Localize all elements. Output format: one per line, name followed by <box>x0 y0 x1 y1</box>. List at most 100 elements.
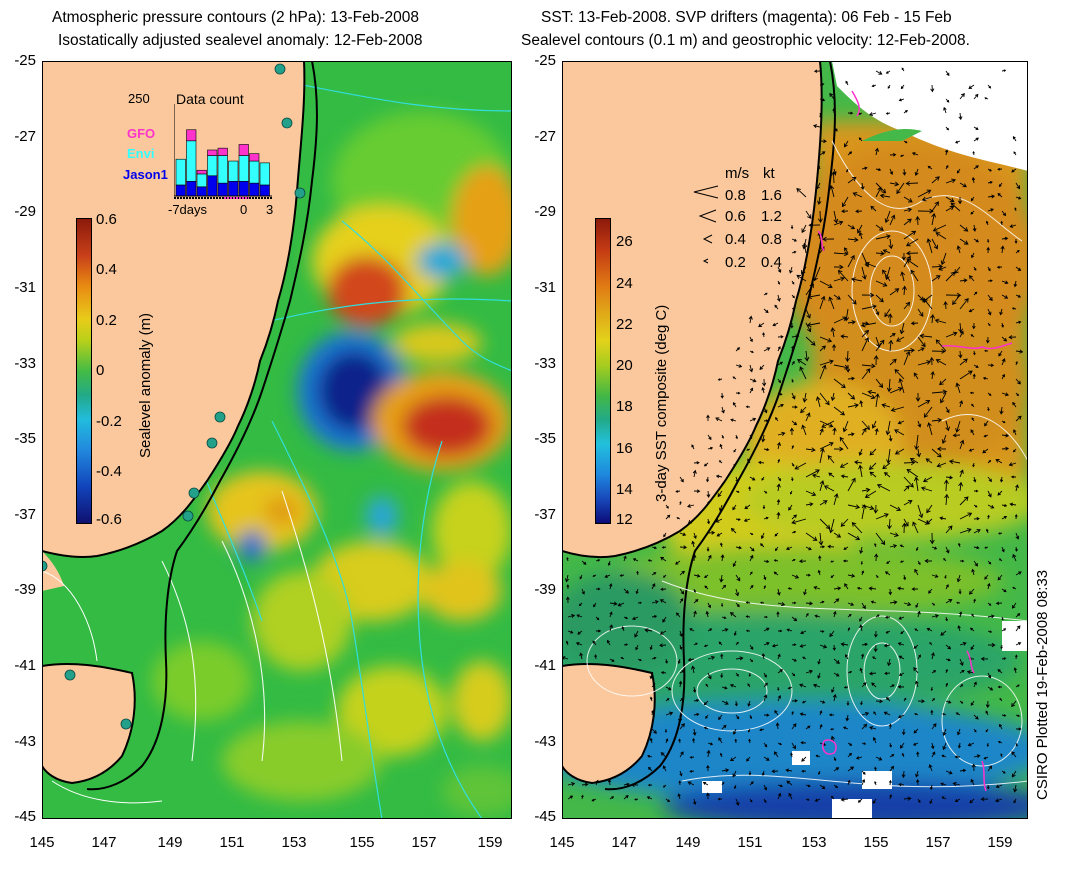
velocity-arrow <box>868 112 877 117</box>
velocity-arrow <box>790 322 794 329</box>
velocity-arrow <box>703 700 709 706</box>
right-title-line2: Sealevel contours (0.1 m) and geostrophi… <box>521 32 970 49</box>
velocity-arrow <box>689 756 695 759</box>
velocity-arrow <box>791 574 800 579</box>
velocity-arrow <box>763 756 770 761</box>
velocity-arrow <box>777 694 782 702</box>
velocity-arrow <box>609 601 618 606</box>
velocity-arrow <box>875 614 880 618</box>
velocity-arrow <box>607 778 612 786</box>
velocity-arrow <box>577 630 583 635</box>
velocity-arrow <box>882 269 891 282</box>
data-count-bar-envi <box>207 155 218 177</box>
velocity-arrow <box>987 514 990 520</box>
velocity-arrow <box>776 483 781 492</box>
velocity-arrow <box>833 406 845 416</box>
data-count-bar-envi <box>228 160 239 182</box>
velocity-arrow <box>973 529 981 534</box>
velocity-arrow <box>875 308 880 316</box>
velocity-arrow <box>777 378 781 384</box>
velocity-arrow <box>703 644 709 648</box>
velocity-arrow <box>833 126 838 132</box>
data-count-bar-envi <box>196 173 207 188</box>
velocity-arrow <box>910 321 919 326</box>
velocity-arrow <box>735 602 740 608</box>
velocity-arrow <box>791 420 798 426</box>
velocity-arrow <box>715 417 723 422</box>
velocity-arrow <box>785 768 793 773</box>
velocity-arrow <box>959 768 967 773</box>
velocity-arrow <box>889 387 903 394</box>
data-count-bar-jason1 <box>207 175 218 197</box>
velocity-arrow <box>651 583 656 590</box>
velocity-arrow <box>889 684 895 688</box>
data-count-bar-gfo <box>186 129 197 142</box>
velocity-arrow <box>763 627 770 632</box>
velocity-arrow <box>687 781 695 786</box>
velocity-arrow <box>706 792 710 800</box>
velocity-arrow <box>971 763 976 772</box>
velocity-arrow <box>749 476 756 481</box>
velocity-arrow <box>884 615 891 619</box>
velocity-arrow <box>832 427 837 436</box>
velocity-arrow <box>647 559 653 562</box>
velocity-arrow <box>791 250 797 254</box>
data-count-bar-envi <box>238 155 249 182</box>
velocity-arrow <box>983 434 989 438</box>
velocity-arrow <box>1015 415 1022 422</box>
velocity-arrow <box>692 737 696 744</box>
velocity-arrow <box>651 614 658 618</box>
velocity-arrow <box>941 796 947 800</box>
velocity-arrow <box>717 797 723 801</box>
velocity-arrow <box>917 798 921 804</box>
velocity-arrow <box>647 766 653 772</box>
velocity-arrow <box>884 210 891 224</box>
velocity-arrow <box>942 728 947 736</box>
velocity-arrow <box>662 784 667 788</box>
velocity-arrow <box>859 616 863 622</box>
velocity-arrow <box>763 784 768 791</box>
velocity-arrow <box>924 558 933 564</box>
velocity-arrow <box>887 518 892 530</box>
velocity-arrow <box>889 504 902 511</box>
velocity-arrow <box>772 322 779 327</box>
velocity-arrow <box>1013 798 1017 804</box>
velocity-arrow <box>745 601 751 604</box>
velocity-arrow <box>986 742 990 748</box>
velocity-arrow <box>732 728 737 735</box>
velocity-arrow <box>971 403 975 408</box>
velocity-arrow <box>819 710 823 716</box>
velocity-arrow <box>771 769 779 774</box>
velocity-arrow <box>679 644 683 650</box>
velocity-arrow <box>805 469 820 478</box>
velocity-arrow <box>841 196 849 208</box>
velocity-arrow <box>786 780 793 786</box>
velocity-arrow <box>819 630 825 633</box>
velocity-arrow <box>917 189 932 198</box>
velocity-arrow <box>857 798 863 803</box>
velocity-arrow <box>998 350 1003 357</box>
velocity-arrow <box>888 434 893 442</box>
velocity-arrow <box>791 558 796 562</box>
velocity-arrow <box>955 420 961 433</box>
velocity-arrow <box>987 308 992 316</box>
velocity-arrow <box>1009 224 1017 228</box>
velocity-arrow <box>905 180 919 186</box>
velocity-arrow <box>665 711 674 716</box>
velocity-arrow <box>890 406 905 413</box>
velocity-arrow <box>874 553 879 562</box>
velocity-arrow <box>735 545 742 550</box>
velocity-arrow <box>637 658 642 662</box>
velocity-arrow <box>651 683 656 688</box>
velocity-arrow <box>819 392 830 406</box>
velocity-arrow <box>567 630 574 634</box>
velocity-arrow <box>985 220 989 226</box>
velocity-arrow <box>1001 69 1007 72</box>
data-count-bar-jason1 <box>217 182 228 197</box>
velocity-arrow <box>830 795 835 800</box>
velocity-arrow <box>718 504 723 512</box>
velocity-arrow <box>903 697 907 702</box>
velocity-arrow <box>717 490 723 498</box>
velocity-arrow <box>721 724 727 730</box>
velocity-arrow <box>932 224 947 232</box>
